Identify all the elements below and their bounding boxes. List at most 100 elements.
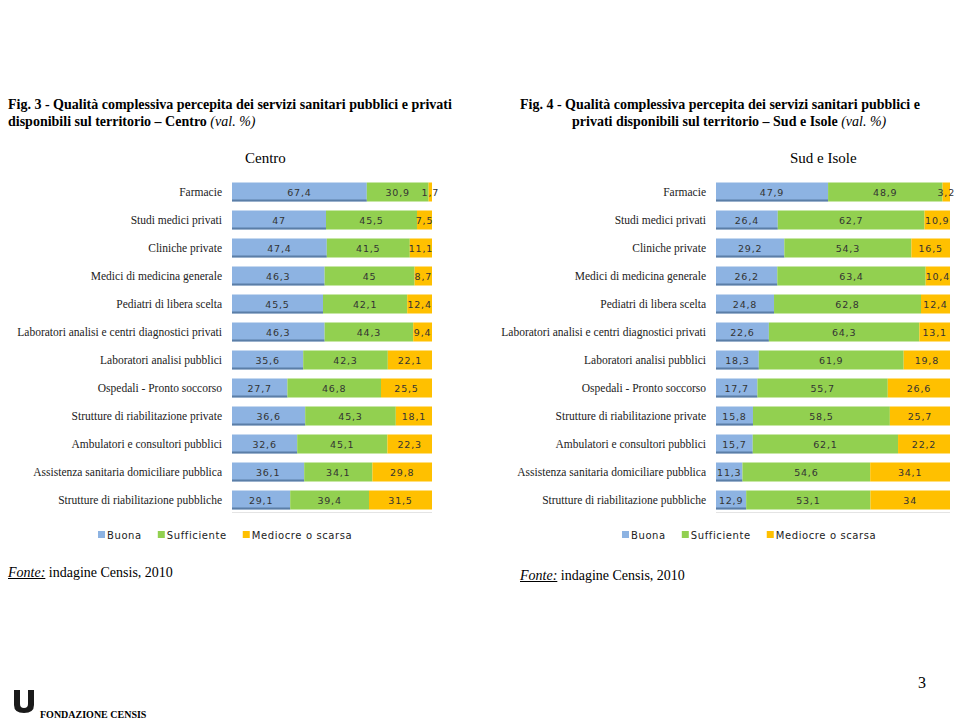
bar-shadow [716,312,774,314]
bar-segment [716,295,774,314]
bar-segment [757,379,887,398]
bar-segment [304,463,372,482]
bar-segment [325,267,415,286]
bar-segment [305,407,396,426]
category-label: Medici di medicina generale [575,270,706,283]
bar-segment [777,267,925,286]
data-label: 39,4 [317,495,341,506]
bar-shadow [232,480,304,482]
bar-shadow [716,340,769,342]
bar-segment [716,239,784,258]
bar-segment [325,323,414,342]
data-label: 12,9 [719,495,743,506]
bar-shadow [716,228,778,230]
legend-label: Buona [631,530,666,541]
bar-segment [774,295,921,314]
data-label: 53,1 [796,495,820,506]
bar-segment [367,183,429,202]
bar-segment [911,239,950,258]
legend-label: Mediocre o scarsa [776,530,877,541]
bar-segment [716,435,753,454]
bar-segment [407,295,432,314]
page-number: 3 [918,674,926,692]
data-label: 10,9 [925,215,949,226]
data-label: 18,3 [725,355,749,366]
bar-shadow [716,284,777,286]
legend-swatch [243,531,250,538]
bar-segment [870,463,950,482]
data-label: 58,5 [809,411,833,422]
bar-shadow [232,452,297,454]
bar-segment [232,379,287,398]
category-label: Pediatri di libera scelta [116,298,222,310]
bar-segment [769,323,919,342]
bar-shadow [232,200,367,202]
bar-segment [716,267,777,286]
data-label: 62,1 [813,439,837,450]
bar-segment [919,323,950,342]
category-label: Strutture di riabilitazione private [556,410,706,423]
data-label: 47 [272,215,286,226]
bar-segment [232,407,305,426]
data-label: 46,3 [266,327,290,338]
bar-segment [232,239,327,258]
bar-segment [327,239,410,258]
data-label: 34 [903,495,917,506]
data-label: 25,5 [394,383,418,394]
data-label: 45 [363,271,377,282]
data-label: 22,2 [912,439,936,450]
bar-segment [232,211,326,230]
category-label: Laboratori analisi pubblici [584,354,706,367]
bars [232,183,432,510]
bars [716,183,950,510]
data-label: 19,8 [915,355,939,366]
bar-segment [870,491,950,510]
category-label: Studi medici privati [615,214,706,227]
bar-segment [297,435,387,454]
category-label: Assistenza sanitaria domiciliare pubblic… [33,466,222,479]
bar-shadow [716,256,784,258]
data-label: 48,9 [873,187,897,198]
bar-segment [232,351,303,370]
bar-shadow [716,508,746,510]
bar-shadow [232,424,305,426]
bar-segment [415,267,432,286]
data-label: 64,3 [832,327,856,338]
bar-segment [326,211,417,230]
bar-shadow [716,424,753,426]
bar-segment [753,407,890,426]
data-label: 3,2 [937,187,955,198]
bar-segment [303,351,388,370]
data-label: 30,9 [386,187,410,198]
bar-shadow [716,480,742,482]
bar-segment [888,379,950,398]
category-label: Ospedali - Pronto soccorso [582,382,706,395]
chart-subtitle: Centro [245,150,286,166]
bar-segment [232,183,367,202]
data-label: 24,8 [733,299,757,310]
data-label: 12,4 [407,299,431,310]
bar-segment [290,491,369,510]
bar-shadow [716,368,759,370]
bar-segment [924,211,950,230]
data-label: 36,6 [256,411,280,422]
data-labels: 47,926,429,226,224,822,618,317,715,815,7… [717,187,955,506]
data-label: 55,7 [810,383,834,394]
bar-segment [232,323,325,342]
legend-swatch [767,531,774,538]
category-label: Ambulatori e consultori pubblici [556,438,706,451]
data-label: 45,5 [265,299,289,310]
category-label: Pediatri di libera scelta [600,298,706,310]
data-label: 22,1 [398,355,422,366]
data-label: 62,8 [835,299,859,310]
category-label: Laboratori analisi e centri diagnostici … [17,326,222,339]
bar-segment [369,491,432,510]
bar-segment [784,239,911,258]
data-label: 25,7 [908,411,932,422]
data-label: 29,8 [390,467,414,478]
legend-label: Sufficiente [691,530,751,541]
bar-segment [716,211,778,230]
data-label: 32,6 [252,439,276,450]
bar-shadow [232,340,325,342]
bar-shadow [232,228,326,230]
